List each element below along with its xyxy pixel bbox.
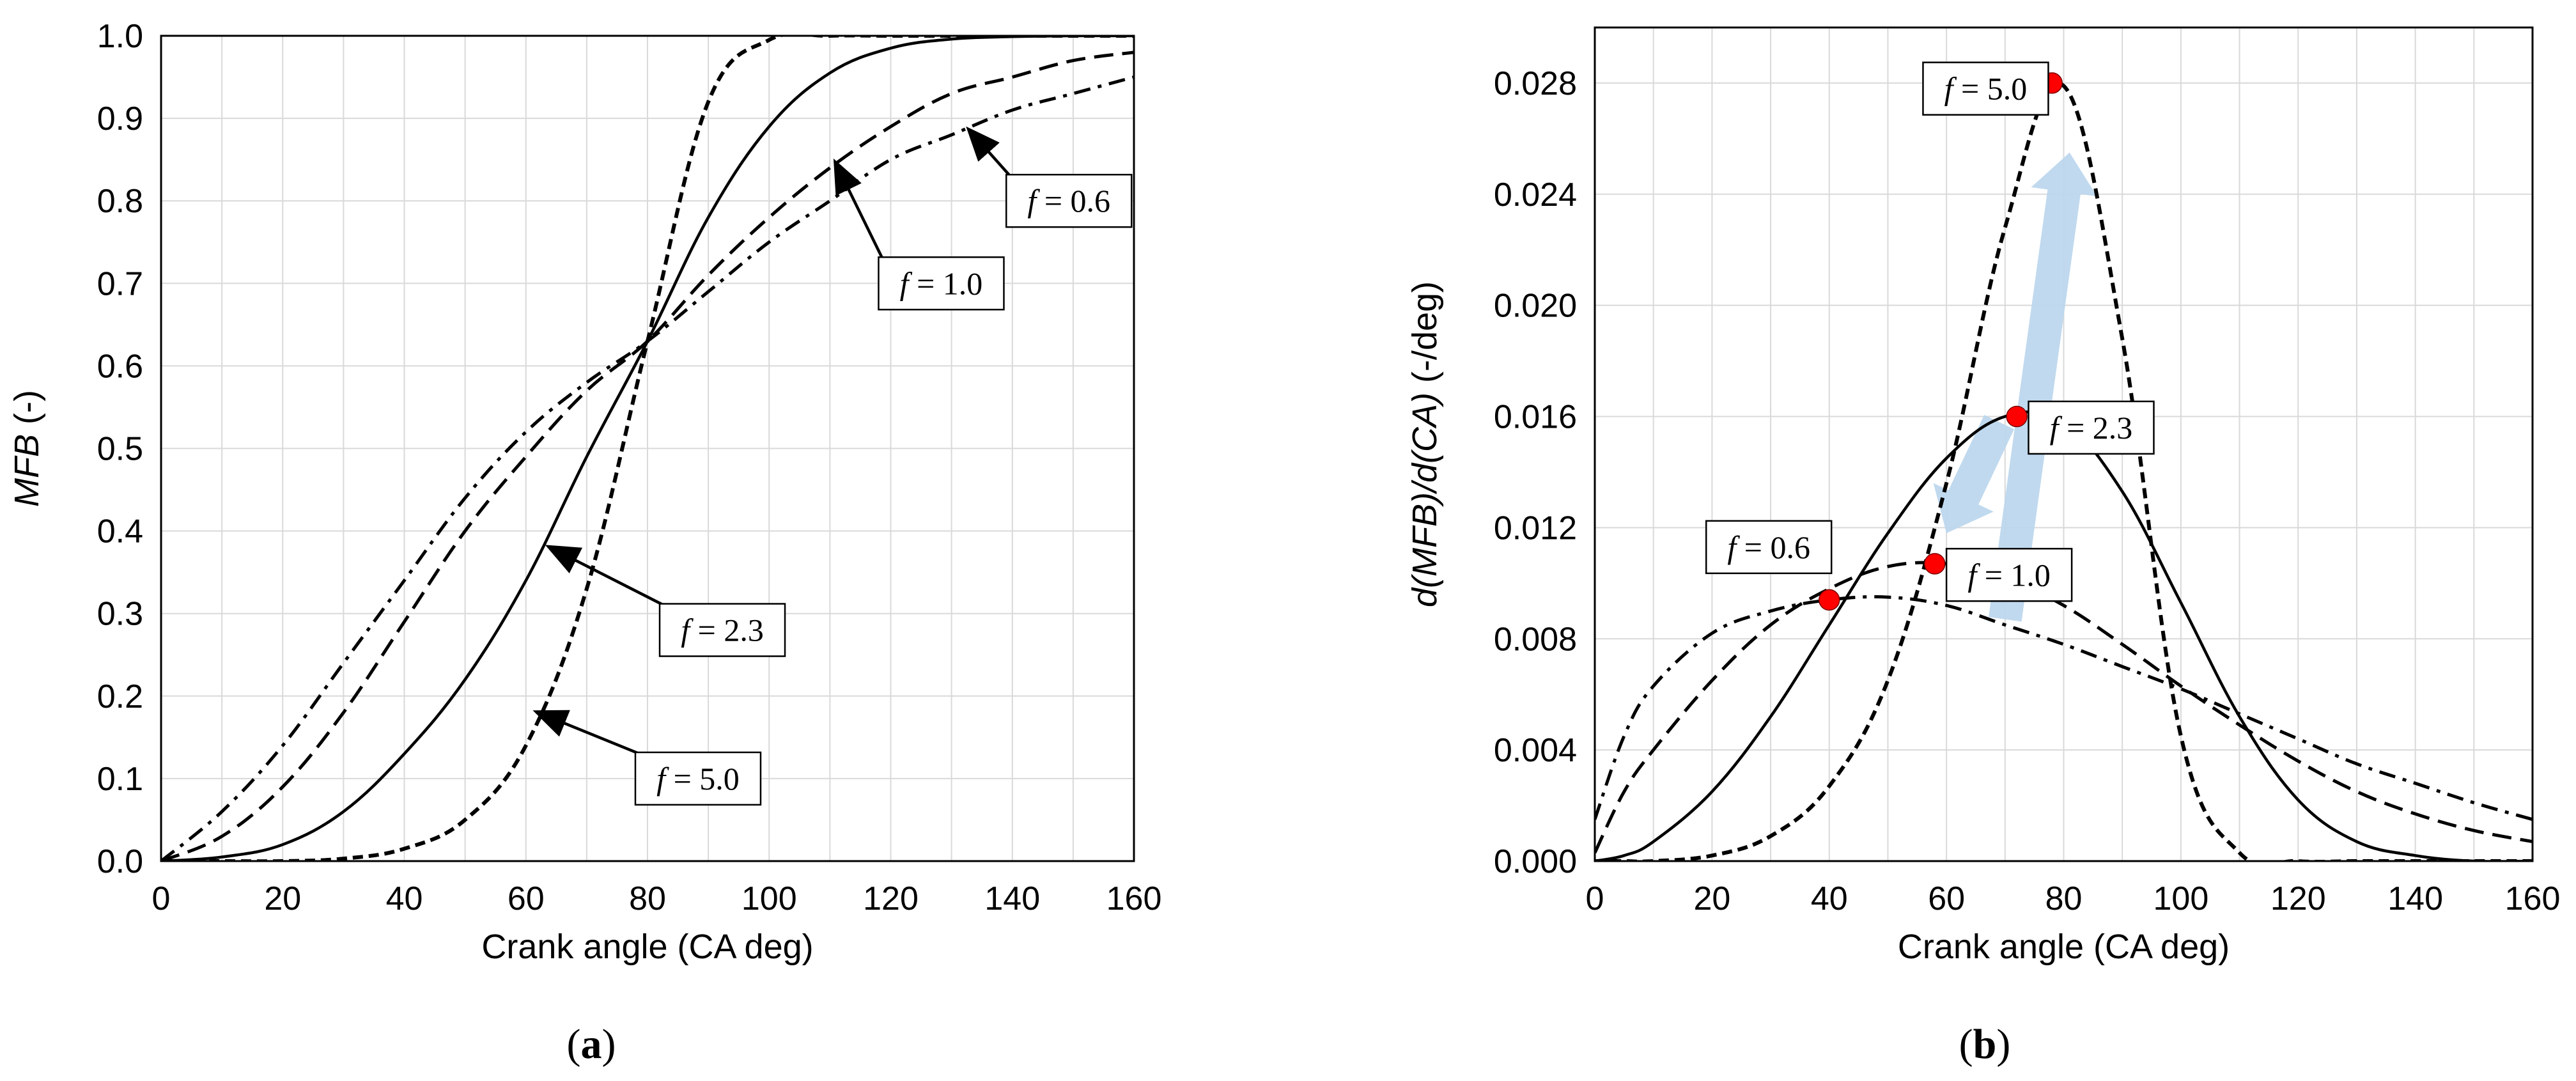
b-peak-marker-2 [2006, 405, 2028, 428]
b-xtick-3: 60 [1928, 880, 1965, 917]
b-callout-box-0 [1922, 61, 2049, 116]
a-callout-2: f = 2.3 [545, 545, 786, 657]
a-ytick-10: 1.0 [97, 18, 143, 55]
a-series-line-1 [161, 51, 1134, 861]
b-trend-arrow-up [1989, 152, 2097, 622]
a-callout-box-3 [634, 751, 762, 806]
a-xtick-8: 160 [1106, 880, 1162, 917]
a-ytick-6: 0.6 [97, 348, 143, 385]
panel-b-chart: 0 20 40 60 80 100 120 140 160 0.000 0.004 0.008 0.01… [1406, 26, 2561, 1068]
b-ytick-0: 0.000 [1494, 843, 1577, 880]
a-ytick-3: 0.3 [97, 596, 143, 633]
b-yaxis-title: d(MFB)/d(CA) (-/deg) [1406, 281, 1444, 607]
a-xtick-3: 60 [508, 880, 545, 917]
b-xtick-8: 160 [2505, 880, 2561, 917]
a-xtick-5: 100 [741, 880, 797, 917]
a-xtick-7: 140 [984, 880, 1040, 917]
a-panel-label: (a) [567, 1021, 616, 1068]
a-xtick-2: 40 [386, 880, 423, 917]
a-callout-label-2: f = 2.3 [681, 612, 764, 648]
a-xtick-1: 20 [264, 880, 301, 917]
b-callout-label-3: f = 0.6 [1727, 529, 1810, 565]
b-callout-box-3 [1705, 520, 1833, 575]
b-panel-label: (b) [1959, 1021, 2011, 1068]
a-callout-arrow-2 [545, 545, 665, 607]
a-series-group [161, 36, 1134, 861]
panel-a-chart: 0 20 40 60 80 100 120 140 160 0.0 0.1 0.2 0.3 0.4 0.5 0… [8, 18, 1161, 1068]
b-callout-label-1: f = 2.3 [2050, 410, 2133, 446]
a-xaxis-title: Crank angle (CA deg) [481, 928, 813, 966]
b-trend-arrow-down [1933, 415, 2015, 534]
b-trend-arrow [1933, 152, 2097, 622]
a-plot-frame [160, 35, 1135, 862]
b-callout-label-2: f = 1.0 [1967, 557, 2051, 593]
a-xtick-6: 120 [863, 880, 919, 917]
a-series-line-2 [161, 36, 1134, 861]
b-xtick-4: 80 [2045, 880, 2083, 917]
b-xtick-1: 20 [1693, 880, 1730, 917]
a-callout-arrow-0 [966, 126, 1011, 177]
a-gridlines [160, 35, 1135, 862]
b-callout-label-0: f = 5.0 [1944, 71, 2028, 107]
a-callout-box-1 [878, 256, 1005, 311]
a-callout-label-1: f = 1.0 [900, 265, 983, 301]
a-callout-arrow-3 [532, 710, 640, 755]
b-ytick-7: 0.028 [1494, 65, 1577, 102]
a-callout-label-0: f = 0.6 [1027, 183, 1110, 219]
b-xaxis-title: Crank angle (CA deg) [1898, 928, 2230, 966]
b-peak-marker-1 [1924, 553, 1946, 575]
b-callout-2: f = 1.0 [1945, 548, 2073, 602]
b-peak-marker-0 [1819, 589, 1840, 611]
a-ytick-4: 0.4 [97, 513, 143, 550]
a-ytick-7: 0.7 [97, 265, 143, 302]
b-ytick-1: 0.004 [1494, 732, 1577, 769]
b-xtick-7: 140 [2387, 880, 2443, 917]
a-ytick-1: 0.1 [97, 761, 143, 798]
b-xtick-6: 120 [2270, 880, 2326, 917]
b-ytick-4: 0.016 [1494, 399, 1577, 436]
a-callout-1: f = 1.0 [833, 159, 1005, 311]
b-callout-1: f = 2.3 [2028, 400, 2155, 455]
a-callout-0: f = 0.6 [966, 126, 1133, 228]
a-callout-box-2 [658, 603, 786, 657]
a-xtick-4: 80 [629, 880, 666, 917]
b-callout-3: f = 0.6 [1705, 520, 1833, 575]
b-callout-0: f = 5.0 [1922, 61, 2049, 116]
a-ytick-2: 0.2 [97, 678, 143, 715]
a-callout-label-3: f = 5.0 [656, 761, 740, 797]
b-callout-box-2 [1945, 548, 2073, 602]
a-ytick-0: 0.0 [97, 843, 143, 880]
a-ytick-9: 0.9 [97, 100, 143, 137]
b-ytick-5: 0.020 [1494, 288, 1577, 325]
a-series-line-0 [161, 75, 1134, 861]
b-plot-frame [1594, 26, 2534, 862]
a-callout-3: f = 5.0 [532, 710, 762, 806]
b-ytick-2: 0.008 [1494, 621, 1577, 658]
b-callout-box-1 [2028, 400, 2155, 455]
b-ytick-3: 0.012 [1494, 509, 1577, 547]
b-xtick-0: 0 [1586, 880, 1604, 917]
a-callout-box-0 [1005, 173, 1133, 228]
b-xtick-2: 40 [1811, 880, 1848, 917]
b-series-line-0 [1595, 595, 2533, 821]
b-ytick-6: 0.024 [1494, 176, 1577, 214]
a-callout-arrow-1 [833, 159, 884, 260]
a-ytick-8: 0.8 [97, 183, 143, 220]
a-xtick-0: 0 [152, 880, 171, 917]
b-xtick-5: 100 [2153, 880, 2208, 917]
a-ytick-5: 0.5 [97, 431, 143, 468]
a-yaxis-title: MFB (-) [8, 390, 46, 507]
